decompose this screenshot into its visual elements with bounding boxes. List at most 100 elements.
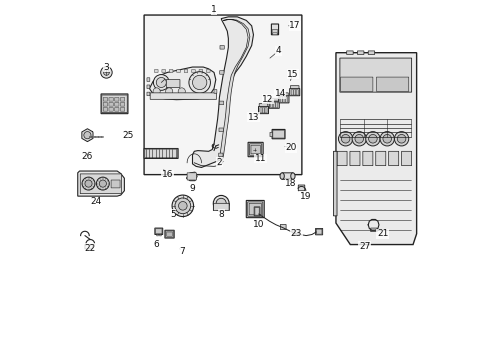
- Polygon shape: [192, 17, 253, 167]
- FancyBboxPatch shape: [272, 33, 277, 35]
- FancyBboxPatch shape: [102, 95, 127, 113]
- FancyBboxPatch shape: [103, 98, 107, 101]
- FancyBboxPatch shape: [177, 69, 180, 72]
- FancyBboxPatch shape: [376, 77, 408, 91]
- FancyBboxPatch shape: [401, 151, 411, 166]
- FancyBboxPatch shape: [258, 107, 268, 114]
- FancyBboxPatch shape: [254, 208, 259, 215]
- Text: 1: 1: [211, 5, 217, 14]
- Polygon shape: [78, 171, 124, 196]
- Circle shape: [213, 195, 228, 211]
- FancyBboxPatch shape: [269, 101, 279, 108]
- Text: 15: 15: [286, 70, 298, 79]
- FancyBboxPatch shape: [289, 89, 299, 96]
- Text: 25: 25: [122, 131, 133, 140]
- FancyBboxPatch shape: [155, 228, 163, 234]
- FancyBboxPatch shape: [165, 231, 173, 237]
- FancyBboxPatch shape: [259, 104, 267, 107]
- FancyBboxPatch shape: [199, 69, 202, 72]
- FancyBboxPatch shape: [247, 142, 263, 157]
- FancyBboxPatch shape: [147, 92, 149, 96]
- FancyBboxPatch shape: [169, 69, 173, 72]
- Circle shape: [338, 132, 352, 146]
- Text: 18: 18: [285, 179, 296, 188]
- Circle shape: [172, 195, 193, 217]
- FancyBboxPatch shape: [264, 108, 266, 113]
- FancyBboxPatch shape: [254, 207, 260, 216]
- Circle shape: [192, 75, 206, 90]
- Circle shape: [156, 77, 166, 87]
- Circle shape: [165, 88, 172, 95]
- FancyBboxPatch shape: [272, 130, 284, 138]
- FancyBboxPatch shape: [109, 103, 113, 106]
- FancyBboxPatch shape: [220, 45, 224, 49]
- FancyBboxPatch shape: [191, 69, 195, 72]
- Text: 16: 16: [162, 170, 173, 179]
- FancyBboxPatch shape: [357, 51, 363, 54]
- FancyBboxPatch shape: [315, 228, 322, 235]
- FancyBboxPatch shape: [120, 108, 124, 111]
- Circle shape: [82, 177, 95, 190]
- Text: 21: 21: [376, 229, 387, 238]
- FancyBboxPatch shape: [213, 203, 228, 211]
- FancyBboxPatch shape: [162, 69, 165, 72]
- Text: 14: 14: [274, 89, 285, 98]
- FancyBboxPatch shape: [280, 97, 282, 102]
- FancyBboxPatch shape: [156, 234, 158, 236]
- FancyBboxPatch shape: [273, 102, 275, 108]
- FancyBboxPatch shape: [103, 108, 107, 111]
- FancyBboxPatch shape: [155, 229, 162, 234]
- FancyBboxPatch shape: [249, 144, 261, 155]
- FancyBboxPatch shape: [362, 151, 372, 166]
- Text: 3: 3: [103, 63, 109, 72]
- Text: 9: 9: [189, 184, 195, 193]
- FancyBboxPatch shape: [184, 69, 187, 72]
- Text: 13: 13: [247, 113, 259, 122]
- FancyBboxPatch shape: [292, 230, 298, 235]
- FancyBboxPatch shape: [214, 90, 217, 93]
- Polygon shape: [335, 53, 416, 244]
- Circle shape: [178, 202, 187, 210]
- Text: 7: 7: [179, 247, 184, 256]
- FancyBboxPatch shape: [293, 90, 295, 95]
- Circle shape: [83, 132, 91, 139]
- Circle shape: [96, 177, 109, 190]
- FancyBboxPatch shape: [346, 51, 352, 54]
- FancyBboxPatch shape: [95, 136, 97, 138]
- FancyBboxPatch shape: [290, 90, 293, 95]
- FancyBboxPatch shape: [285, 97, 287, 102]
- Circle shape: [175, 198, 190, 214]
- FancyBboxPatch shape: [115, 98, 119, 101]
- FancyBboxPatch shape: [275, 102, 277, 108]
- FancyBboxPatch shape: [154, 69, 158, 72]
- FancyBboxPatch shape: [85, 244, 93, 249]
- FancyBboxPatch shape: [101, 94, 128, 114]
- Circle shape: [153, 88, 160, 95]
- Text: 17: 17: [288, 21, 300, 30]
- Circle shape: [394, 132, 408, 146]
- Polygon shape: [186, 172, 197, 181]
- FancyBboxPatch shape: [147, 85, 149, 89]
- Text: 19: 19: [299, 192, 310, 201]
- FancyBboxPatch shape: [375, 151, 385, 166]
- FancyBboxPatch shape: [316, 229, 321, 234]
- FancyBboxPatch shape: [282, 173, 292, 179]
- Circle shape: [85, 180, 92, 187]
- FancyBboxPatch shape: [367, 51, 374, 54]
- Text: 20: 20: [285, 143, 296, 152]
- FancyBboxPatch shape: [218, 153, 223, 157]
- FancyBboxPatch shape: [80, 174, 121, 194]
- Circle shape: [178, 88, 185, 95]
- FancyBboxPatch shape: [269, 98, 278, 101]
- FancyBboxPatch shape: [120, 98, 124, 101]
- FancyBboxPatch shape: [219, 71, 224, 74]
- Text: 11: 11: [254, 154, 266, 163]
- Text: 23: 23: [290, 229, 302, 238]
- FancyBboxPatch shape: [219, 128, 223, 132]
- FancyBboxPatch shape: [349, 151, 359, 166]
- Ellipse shape: [280, 173, 284, 179]
- Circle shape: [351, 132, 366, 146]
- FancyBboxPatch shape: [98, 136, 100, 138]
- Text: 22: 22: [84, 244, 96, 253]
- Ellipse shape: [290, 173, 294, 179]
